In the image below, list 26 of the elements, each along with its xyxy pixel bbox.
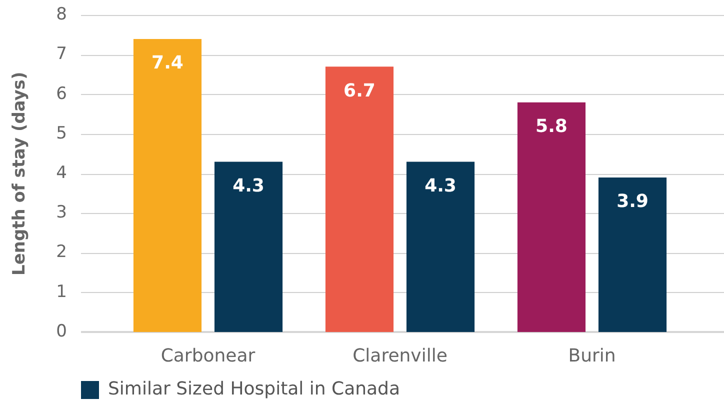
x-tick-label: Burin	[568, 345, 616, 366]
y-tick-label: 7	[56, 44, 67, 64]
y-tick-label: 6	[56, 84, 67, 104]
bar	[325, 66, 394, 332]
y-tick-label: 5	[56, 123, 67, 144]
data-label: 5.8	[536, 116, 568, 137]
y-axis-title: Length of stay (days)	[10, 72, 30, 276]
x-tick-label: Clarenville	[352, 345, 448, 366]
y-tick-label: 3	[56, 202, 67, 223]
data-label: 6.7	[344, 80, 376, 102]
bar	[598, 178, 667, 332]
data-label: 7.4	[152, 52, 184, 74]
bar	[517, 102, 586, 332]
x-tick-label: Carbonear	[160, 345, 256, 366]
data-label: 3.9	[616, 191, 648, 212]
bar	[214, 162, 283, 332]
data-label: 4.3	[232, 175, 264, 196]
legend-label: Similar Sized Hospital in Canada	[108, 378, 400, 400]
y-tick-label: 2	[56, 242, 67, 262]
bar	[133, 38, 202, 332]
y-tick-label: 1	[56, 282, 67, 302]
y-tick-label: 0	[56, 321, 67, 342]
bar	[406, 162, 475, 332]
y-tick-label: 8	[56, 4, 67, 25]
y-tick-label: 4	[56, 163, 67, 184]
data-label: 4.3	[424, 175, 456, 196]
